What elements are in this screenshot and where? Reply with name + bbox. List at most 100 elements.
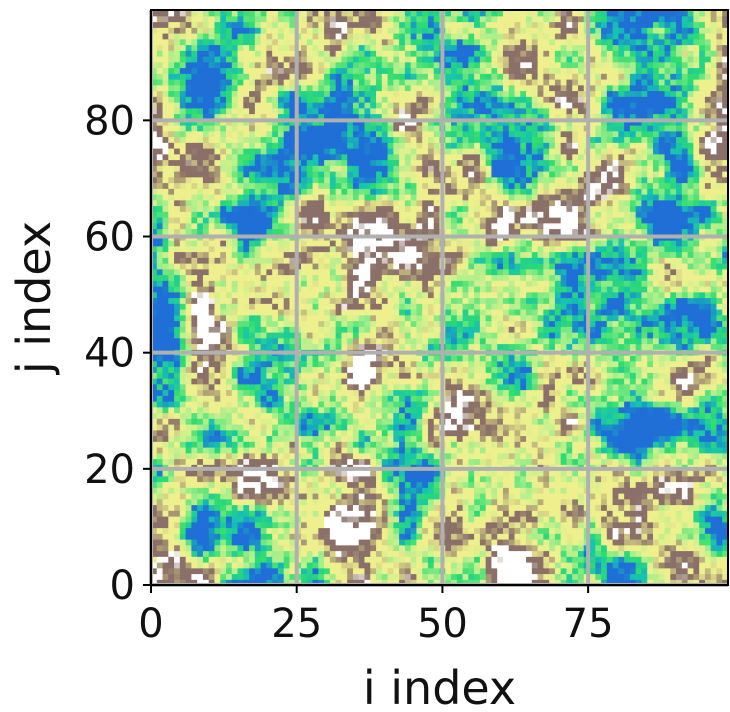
heatmap-cell [693,470,700,477]
heatmap-cell [202,481,210,488]
heatmap-cell [399,516,406,523]
heatmap-cell [352,343,360,350]
heatmap-cell [601,516,608,523]
heatmap-cell [335,366,343,373]
heatmap-cell [174,337,181,345]
heatmap-cell [283,539,291,546]
heatmap-cell [595,429,602,437]
heatmap-cell [497,458,504,465]
heatmap-cell [162,579,169,586]
heatmap-cell [191,372,198,379]
heatmap-cell [301,521,308,529]
heatmap-cell [681,579,689,586]
heatmap-cell [168,355,175,362]
heatmap-cell [543,579,550,586]
heatmap-cell [572,389,579,396]
heatmap-cell [370,573,377,580]
heatmap-cell [341,504,348,511]
heatmap-cell [393,303,400,310]
heatmap-cell [479,493,487,500]
heatmap-cell [179,320,187,327]
heatmap-cell [560,475,568,483]
heatmap-cell [381,470,389,477]
heatmap-cell [577,360,585,368]
heatmap-cell [335,406,343,414]
heatmap-cell [283,389,291,396]
heatmap-cell [427,458,435,465]
heatmap-cell [226,360,233,368]
heatmap-cell [254,314,262,322]
heatmap-cell [716,562,723,569]
heatmap-cell [716,447,723,454]
heatmap-cell [641,539,648,546]
heatmap-cell [237,412,244,419]
heatmap-cell [266,498,273,506]
heatmap-cell [358,579,366,586]
heatmap-cell [226,320,233,327]
heatmap-cell [601,447,608,454]
heatmap-cell [427,539,435,546]
heatmap-cell [537,343,544,350]
heatmap-cell [618,412,625,419]
heatmap-cell [404,567,412,575]
heatmap-cell [577,297,585,304]
heatmap-cell [514,418,521,425]
heatmap-cell [289,320,296,327]
heatmap-cell [168,521,175,529]
heatmap-cell [226,579,233,586]
heatmap-cell [347,303,354,310]
heatmap-cell [254,573,262,580]
heatmap-cell [508,355,516,362]
heatmap-cell [676,309,683,316]
heatmap-cell [658,498,666,506]
heatmap-cell [393,579,400,586]
heatmap-cell [399,372,406,379]
heatmap-cell [174,475,181,483]
heatmap-cell [370,550,377,557]
heatmap-cell [456,401,464,408]
heatmap-cell [676,429,683,437]
heatmap-cell [560,487,568,494]
heatmap-cell [577,447,585,454]
heatmap-cell [370,383,377,391]
heatmap-cell [554,401,562,408]
heatmap-cell [526,579,533,586]
heatmap-cell [283,418,291,425]
heatmap-cell [191,366,198,373]
heatmap-cell [220,343,227,350]
heatmap-cell [687,337,694,345]
heatmap-cell [272,510,279,517]
heatmap-cell [387,360,394,368]
heatmap-cell [289,475,296,483]
heatmap-cell [358,498,366,506]
heatmap-cell [168,406,175,414]
heatmap-cell [220,516,227,523]
heatmap-cell [543,435,550,442]
heatmap-cell [554,412,562,419]
heatmap-cell [531,493,539,500]
heatmap-cell [399,510,406,517]
heatmap-cell [266,510,273,517]
heatmap-cell [520,314,527,322]
heatmap-cell [652,567,660,575]
heatmap-cell [704,447,712,454]
heatmap-cell [433,493,441,500]
heatmap-cell [710,441,718,448]
heatmap-cell [427,527,435,534]
heatmap-cell [624,389,631,396]
heatmap-cell [520,337,527,345]
heatmap-cell [220,487,227,494]
heatmap-cell [226,389,233,396]
heatmap-cell [306,355,314,362]
heatmap-cell [491,314,498,322]
heatmap-cell [722,533,729,540]
heatmap-cell [676,326,683,333]
heatmap-cell [208,539,216,546]
heatmap-cell [554,550,562,557]
heatmap-cell [226,458,233,465]
heatmap-cell [526,320,533,327]
heatmap-cell [485,441,493,448]
heatmap-cell [479,395,487,402]
heatmap-cell [243,406,250,414]
heatmap-cell [324,579,331,586]
